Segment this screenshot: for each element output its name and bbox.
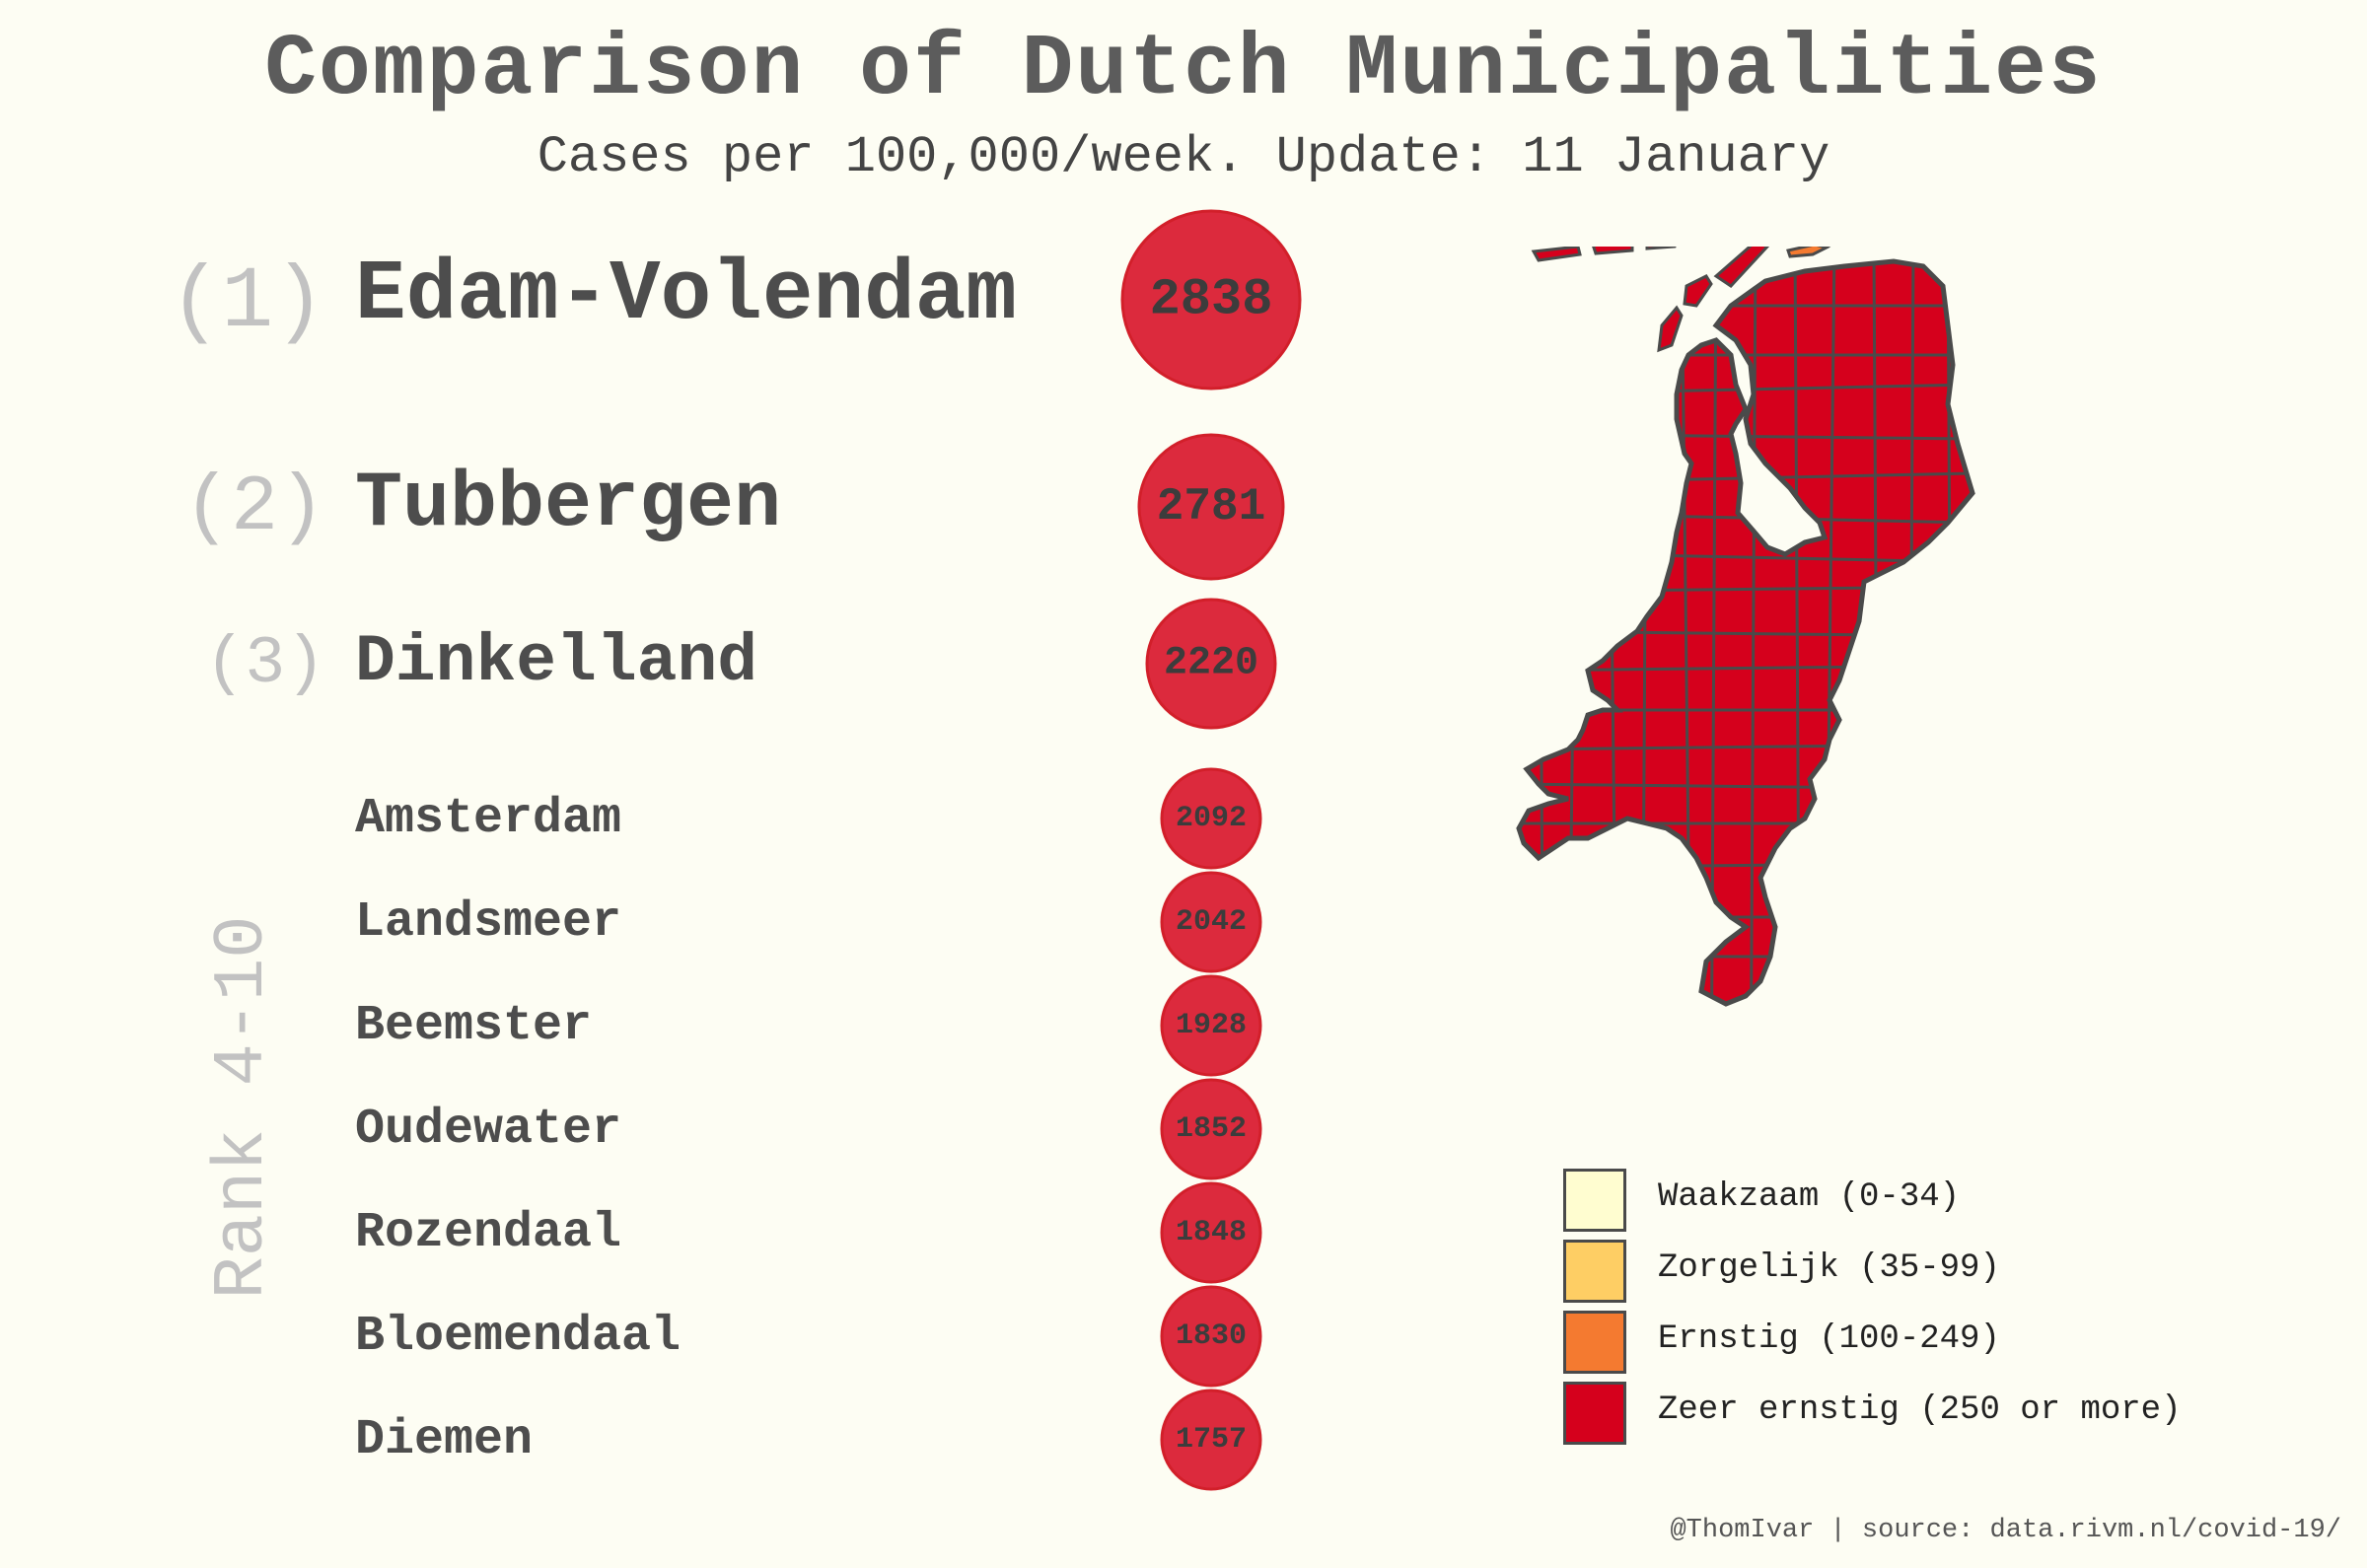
map-island-orange [1786, 247, 1831, 258]
value-label: 2838 [1150, 271, 1273, 329]
municipality-name-7: Oudewater [355, 1102, 622, 1158]
source-credit: @ThomIvar | source: data.rivm.nl/covid-1… [1670, 1516, 2341, 1545]
rank-number-2: (2) [182, 463, 325, 553]
legend-swatch [1563, 1311, 1626, 1374]
value-bubble [1160, 1181, 1262, 1284]
map-island [1592, 247, 1634, 255]
value-label: 1928 [1176, 1009, 1247, 1042]
municipality-name-1: Edam-Volendam [355, 247, 1017, 343]
value-bubble [1137, 433, 1285, 581]
value-bubble [1160, 871, 1262, 973]
legend-label: Waakzaam (0-34) [1658, 1178, 1961, 1216]
map-island [1713, 247, 1770, 288]
map-island [1531, 247, 1582, 262]
legend-label: Zorgelijk (35-99) [1658, 1249, 2000, 1287]
rank-number-3: (3) [204, 626, 325, 702]
municipality-name-6: Beemster [355, 998, 593, 1054]
legend-label: Ernstig (100-249) [1658, 1320, 2000, 1358]
municipality-name-5: Landsmeer [355, 894, 622, 951]
value-bubble [1160, 1389, 1262, 1491]
legend-label: Zeer ernstig (250 or more) [1658, 1391, 2182, 1429]
municipality-name-10: Diemen [355, 1412, 534, 1468]
value-bubble [1120, 209, 1302, 391]
municipality-name-3: Dinkelland [355, 624, 758, 700]
value-label: 2092 [1176, 802, 1247, 835]
chart-title: Comparison of Dutch Municipalities [264, 22, 2103, 119]
municipality-name-8: Rozendaal [355, 1205, 622, 1261]
value-label: 1830 [1176, 1319, 1247, 1353]
value-bubble [1145, 598, 1277, 730]
rank-number-1: (1) [169, 254, 325, 352]
value-bubble [1160, 1285, 1262, 1388]
municipality-name-4: Amsterdam [355, 791, 622, 847]
legend-swatch [1563, 1240, 1626, 1303]
map-island [1657, 305, 1684, 353]
value-label: 1848 [1176, 1216, 1247, 1249]
value-bubble [1160, 767, 1262, 870]
municipality-name-9: Bloemendaal [355, 1309, 681, 1365]
map-island [1645, 247, 1677, 250]
value-bubble [1160, 974, 1262, 1077]
legend-swatch [1563, 1169, 1626, 1232]
netherlands-map [1509, 247, 2239, 1114]
chart-subtitle: Cases per 100,000/week. Update: 11 Janua… [537, 128, 1830, 186]
value-label: 2220 [1164, 642, 1258, 686]
value-label: 2781 [1157, 481, 1265, 533]
municipality-name-2: Tubbergen [355, 460, 782, 549]
legend-swatch [1563, 1382, 1626, 1445]
map-island [1683, 274, 1713, 308]
value-label: 2042 [1176, 905, 1247, 939]
value-label: 1757 [1176, 1423, 1247, 1457]
value-bubble [1160, 1078, 1262, 1180]
value-label: 1852 [1176, 1112, 1247, 1146]
